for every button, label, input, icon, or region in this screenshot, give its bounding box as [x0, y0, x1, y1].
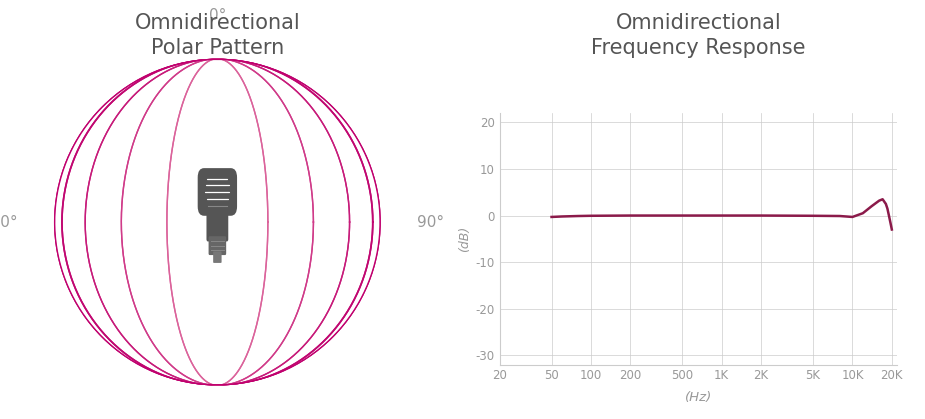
Y-axis label: (dB): (dB): [458, 226, 471, 252]
Text: 90°: 90°: [417, 215, 444, 230]
Text: Omnidirectional
Polar Pattern: Omnidirectional Polar Pattern: [134, 13, 301, 58]
FancyBboxPatch shape: [213, 251, 222, 263]
Text: Omnidirectional
Frequency Response: Omnidirectional Frequency Response: [591, 13, 806, 58]
FancyBboxPatch shape: [206, 202, 228, 241]
X-axis label: (Hz): (Hz): [684, 391, 712, 404]
FancyBboxPatch shape: [208, 236, 226, 255]
Text: 270°: 270°: [0, 215, 18, 230]
FancyBboxPatch shape: [198, 168, 237, 216]
Text: 0°: 0°: [209, 8, 226, 23]
